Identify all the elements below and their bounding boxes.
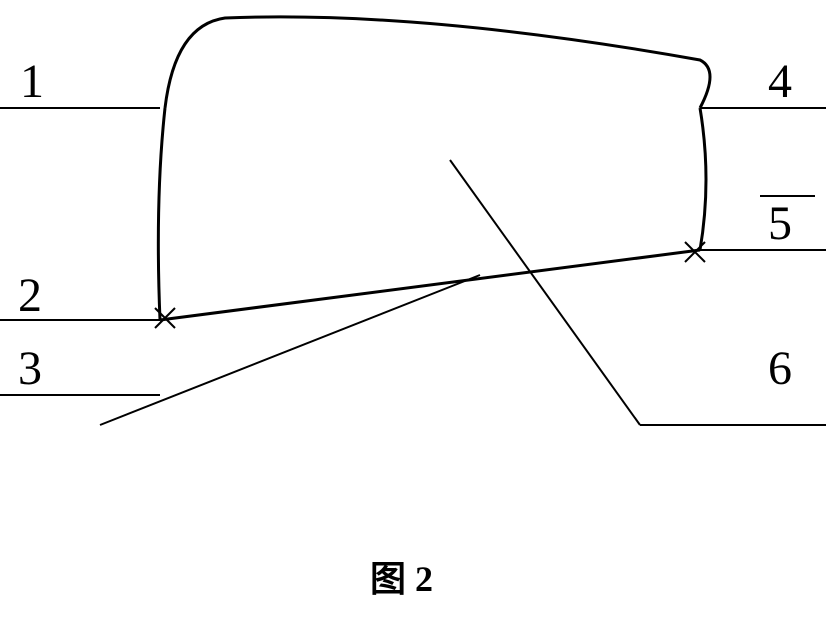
- indicator-line-3: [100, 275, 480, 425]
- diagram-svg: [0, 0, 826, 620]
- figure-caption: 图 2: [370, 550, 433, 602]
- indicator-line-6: [450, 160, 640, 425]
- label-4: 4: [768, 58, 792, 106]
- shape-right-side: [700, 108, 706, 250]
- diagram-container: 1 2 3 4 5 6 图 2: [0, 0, 826, 620]
- label-5-text: 5: [768, 197, 792, 250]
- shape-bottom-incline: [160, 250, 700, 320]
- label-5: 5: [768, 200, 792, 248]
- label-6: 6: [768, 345, 792, 393]
- shape-left-side: [158, 108, 165, 320]
- caption-text: 图 2: [370, 559, 433, 599]
- label-6-text: 6: [768, 342, 792, 395]
- label-1: 1: [20, 58, 44, 106]
- label-4-text: 4: [768, 55, 792, 108]
- shape-top-curve: [165, 17, 710, 108]
- label-2-text: 2: [18, 269, 42, 322]
- label-3-text: 3: [18, 342, 42, 395]
- label-3: 3: [18, 345, 42, 393]
- label-1-text: 1: [20, 55, 44, 108]
- label-2: 2: [18, 272, 42, 320]
